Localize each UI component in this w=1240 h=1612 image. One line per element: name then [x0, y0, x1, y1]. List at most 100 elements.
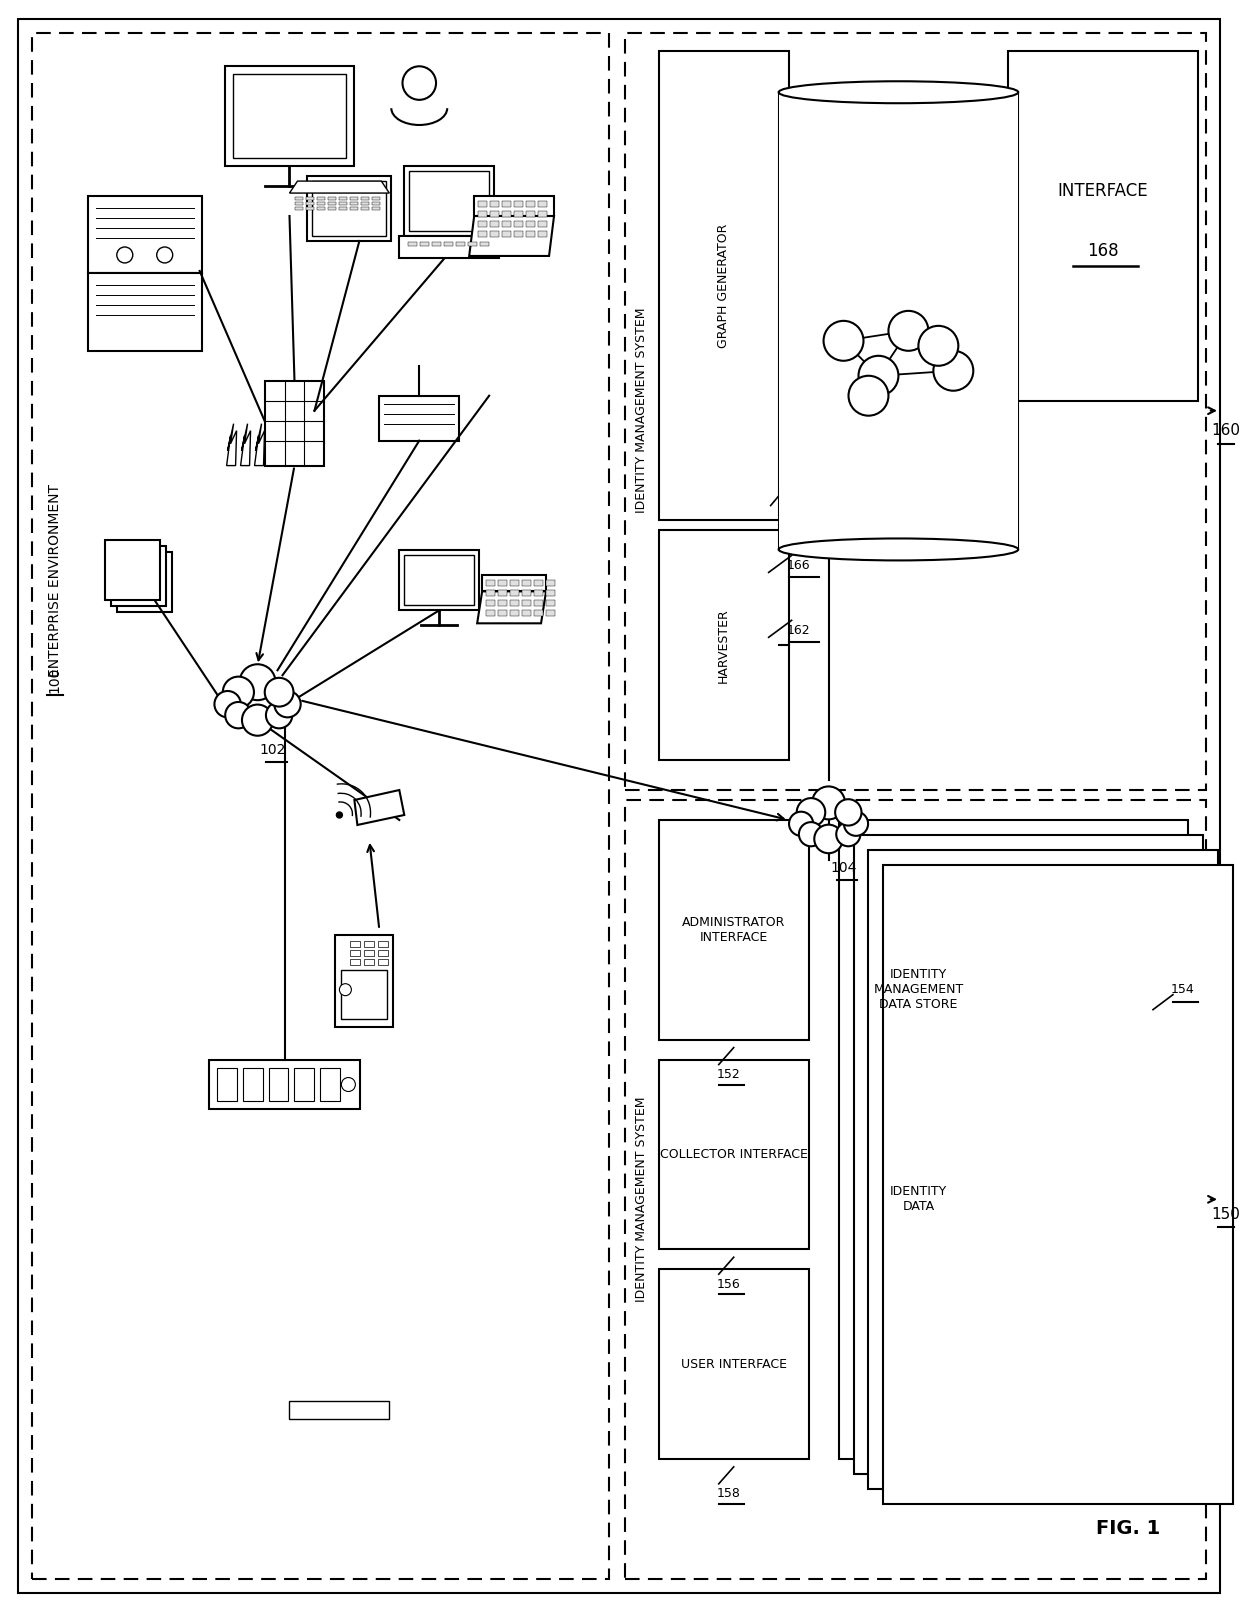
Bar: [779, 92, 1018, 550]
Circle shape: [340, 983, 351, 996]
Ellipse shape: [779, 81, 1018, 103]
Bar: [264, 380, 325, 466]
Polygon shape: [105, 540, 160, 600]
Polygon shape: [477, 592, 546, 624]
Bar: [538, 202, 547, 206]
Circle shape: [823, 321, 863, 361]
Bar: [510, 590, 520, 596]
Circle shape: [836, 800, 862, 825]
Bar: [480, 242, 489, 247]
Circle shape: [265, 701, 293, 729]
Bar: [32, 34, 609, 1578]
Bar: [409, 171, 489, 231]
Bar: [502, 211, 511, 218]
Bar: [538, 221, 547, 227]
Polygon shape: [399, 235, 500, 258]
Bar: [320, 1067, 341, 1101]
Circle shape: [815, 825, 843, 853]
Bar: [361, 206, 370, 210]
Bar: [351, 202, 358, 205]
Bar: [224, 66, 355, 166]
Text: USER INTERFACE: USER INTERFACE: [681, 1357, 786, 1370]
Bar: [658, 821, 808, 1040]
Polygon shape: [241, 424, 250, 466]
Circle shape: [836, 822, 861, 846]
Bar: [498, 611, 507, 616]
Circle shape: [844, 812, 868, 837]
Bar: [490, 211, 500, 218]
Polygon shape: [254, 424, 264, 466]
Bar: [243, 1067, 263, 1101]
Circle shape: [264, 677, 294, 706]
Bar: [456, 242, 465, 247]
Bar: [515, 211, 523, 218]
Polygon shape: [474, 197, 554, 216]
Bar: [1008, 52, 1198, 401]
Bar: [233, 74, 346, 158]
Bar: [490, 202, 500, 206]
Text: IDENTITY
DATA: IDENTITY DATA: [890, 1185, 947, 1214]
Text: 160: 160: [1211, 424, 1240, 438]
Bar: [534, 600, 543, 606]
Text: ENTERPRISE ENVIRONMENT: ENTERPRISE ENVIRONMENT: [48, 484, 62, 677]
Circle shape: [336, 812, 342, 817]
Circle shape: [242, 704, 273, 735]
Bar: [526, 211, 536, 218]
Bar: [217, 1067, 237, 1101]
Bar: [658, 1269, 808, 1459]
Text: GRAPH DATA STORE: GRAPH DATA STORE: [836, 150, 961, 163]
Text: FIG. 1: FIG. 1: [1096, 1519, 1161, 1538]
Bar: [546, 580, 556, 587]
Bar: [526, 202, 536, 206]
Text: IDENTITY MANAGEMENT SYSTEM: IDENTITY MANAGEMENT SYSTEM: [635, 308, 649, 514]
Circle shape: [274, 692, 300, 717]
Bar: [522, 590, 531, 596]
Bar: [486, 600, 495, 606]
Bar: [372, 206, 381, 210]
Circle shape: [341, 1077, 356, 1091]
Bar: [351, 959, 361, 964]
Bar: [486, 611, 495, 616]
Bar: [479, 221, 487, 227]
Bar: [312, 181, 387, 235]
Bar: [317, 197, 325, 200]
Bar: [479, 231, 487, 237]
Bar: [361, 197, 370, 200]
Bar: [498, 590, 507, 596]
Circle shape: [858, 356, 899, 395]
Bar: [404, 166, 494, 235]
Circle shape: [934, 351, 973, 390]
Bar: [658, 530, 789, 761]
Bar: [88, 272, 202, 351]
Bar: [510, 611, 520, 616]
Bar: [546, 590, 556, 596]
Circle shape: [799, 822, 823, 846]
Bar: [444, 242, 453, 247]
Bar: [534, 590, 543, 596]
Bar: [269, 1067, 289, 1101]
Polygon shape: [227, 424, 237, 466]
Circle shape: [919, 326, 959, 366]
Bar: [351, 941, 361, 946]
Bar: [378, 959, 388, 964]
Text: 152: 152: [717, 1069, 740, 1082]
Text: 168: 168: [1087, 242, 1118, 260]
Text: 156: 156: [717, 1278, 740, 1291]
Bar: [378, 949, 388, 956]
Bar: [838, 821, 1188, 1459]
Polygon shape: [469, 216, 554, 256]
Bar: [340, 197, 347, 200]
Bar: [88, 197, 202, 272]
Text: GRAPH GENERATOR: GRAPH GENERATOR: [717, 224, 730, 348]
Bar: [486, 580, 495, 587]
Text: 100: 100: [48, 667, 62, 693]
Bar: [306, 206, 315, 210]
Bar: [515, 221, 523, 227]
Bar: [658, 1059, 808, 1249]
Bar: [534, 580, 543, 587]
Bar: [361, 202, 370, 205]
Bar: [351, 949, 361, 956]
Polygon shape: [110, 546, 166, 606]
Bar: [515, 231, 523, 237]
Text: 102: 102: [259, 743, 285, 758]
